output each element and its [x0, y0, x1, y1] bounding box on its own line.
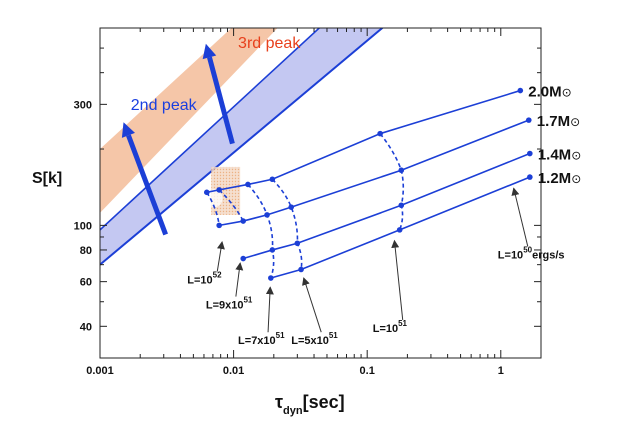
luminosity-annotation: L=7x1051 [238, 331, 285, 347]
annotation-exponent: 51 [243, 296, 252, 305]
annotation-base: L=5x10 [291, 335, 329, 347]
series-point [294, 240, 301, 247]
x-axis-label-subscript: dyn [283, 405, 303, 417]
series-point [240, 218, 246, 224]
annotation-arrow [216, 241, 225, 272]
series-label-mass: 2.0M [528, 84, 561, 101]
annotation-base: L=7x10 [238, 335, 276, 347]
series-line [219, 119, 530, 227]
x-tick-label: 1 [498, 365, 504, 377]
y-tick-label: 60 [80, 277, 92, 289]
third-peak-arrow-head [202, 43, 217, 60]
luminosity-curve [218, 189, 244, 222]
third-peak-arrow [207, 56, 235, 145]
second-peak-arrow-head [121, 122, 135, 138]
series-point [525, 117, 532, 123]
annotation-base: L=10 [373, 323, 398, 335]
band-third-peak [100, 28, 278, 213]
second-peak-arrow [126, 134, 168, 236]
x-axis-label-symbol: τ [275, 392, 283, 412]
series-label-mass: 1.2M [538, 170, 571, 187]
series-label: 1.2M⊙ [538, 170, 581, 187]
annotation-arrow [391, 239, 404, 321]
annotation-arrow [265, 286, 274, 333]
series-point [398, 202, 405, 209]
luminosity-annotation: L=1052 [187, 270, 222, 286]
annotation-exponent: 51 [329, 331, 338, 340]
series-point [288, 204, 295, 210]
series-point [269, 176, 276, 183]
band-second-peak-upper-edge [100, 28, 321, 231]
luminosity-curve [247, 183, 275, 279]
series-line [242, 152, 531, 260]
band-label-second-peak: 2nd peak [131, 97, 198, 114]
series-point [269, 247, 276, 253]
x-tick-label: 0.1 [360, 365, 375, 377]
series-point [203, 189, 210, 196]
series-point [527, 150, 533, 157]
series-point [527, 174, 533, 180]
series-point [517, 87, 524, 94]
y-axis-label: S[k] [32, 170, 62, 187]
band-label-third-peak: 3rd peak [238, 35, 301, 52]
luminosity-annotation: L=1050ergs/s [498, 246, 565, 262]
luminosity-curve [206, 191, 220, 226]
series-label-mass: 1.7M [537, 113, 570, 130]
series-point [240, 255, 246, 262]
luminosity-annotation: L=5x1051 [291, 331, 338, 347]
series-point [298, 266, 304, 273]
luminosity-annotation: L=1051 [373, 319, 408, 335]
series-point [268, 275, 274, 281]
annotation-base: L=10 [187, 274, 212, 286]
x-tick-label: 0.001 [86, 365, 114, 377]
series-point [216, 222, 222, 229]
band-second-peak-lower-edge [100, 28, 384, 266]
series-label: 2.0M⊙ [528, 84, 571, 101]
annotation-exponent: 51 [398, 319, 407, 328]
series-point [398, 167, 405, 174]
series-label-sun-symbol: ⊙ [571, 149, 581, 163]
series-point [264, 212, 270, 218]
y-tick-label: 100 [74, 220, 92, 232]
annotation-arrow [235, 262, 244, 297]
luminosity-annotation: L=9x1051 [206, 296, 253, 312]
annotation-arrow [302, 277, 322, 333]
band-overlap-highlight [206, 189, 223, 208]
annotation-exponent: 50 [523, 246, 532, 255]
series-label: 1.7M⊙ [537, 113, 580, 130]
annotation-exponent: 51 [276, 331, 285, 340]
luminosity-curve [271, 178, 303, 270]
annotation-unit: ergs/s [532, 250, 564, 262]
series-point [396, 227, 403, 233]
plot-frame [99, 27, 542, 359]
series-label-sun-symbol: ⊙ [571, 172, 581, 186]
annotation-arrow [511, 187, 529, 247]
y-tick-label: 40 [80, 321, 92, 333]
luminosity-curve [379, 133, 405, 231]
series-label-sun-symbol: ⊙ [570, 115, 580, 129]
annotation-exponent: 52 [213, 270, 222, 279]
series-label-sun-symbol: ⊙ [562, 86, 572, 100]
x-axis-label: τdyn[sec] [275, 392, 345, 417]
y-tick-label: 80 [80, 245, 92, 257]
series-point [377, 130, 383, 137]
series-label: 1.4M⊙ [538, 147, 581, 164]
annotation-base: L=10 [498, 250, 523, 262]
x-tick-label: 0.01 [223, 365, 244, 377]
annotation-base: L=9x10 [206, 300, 244, 312]
x-axis-label-unit: [sec] [303, 392, 345, 412]
series-point [245, 181, 251, 188]
series-line [270, 176, 531, 279]
series-point [216, 187, 222, 193]
y-tick-label: 300 [74, 99, 92, 111]
series-label-mass: 1.4M [538, 147, 571, 164]
